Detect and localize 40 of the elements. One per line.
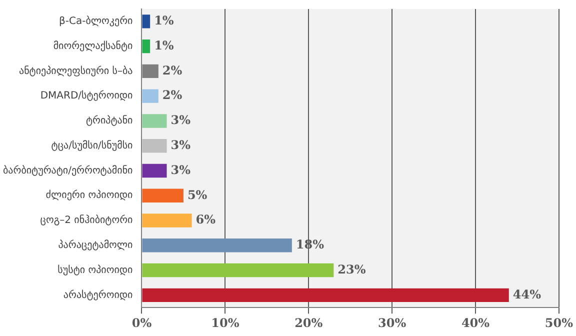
y-tick-label: DMARD/სტეროიდი bbox=[40, 90, 133, 102]
data-label: 2% bbox=[162, 63, 183, 78]
y-tick-label: ანტიეპილეფსიური ს–ბა bbox=[18, 64, 133, 77]
bar bbox=[142, 214, 192, 228]
x-tick-label: 30% bbox=[378, 316, 407, 330]
x-tick-label: 40% bbox=[461, 316, 490, 330]
x-tick-label: 20% bbox=[294, 316, 324, 330]
bar bbox=[142, 39, 150, 54]
y-tick-label: ბარბიტურატი/ერროტამინი bbox=[2, 164, 133, 176]
data-label: 3% bbox=[170, 162, 192, 177]
data-label: 1% bbox=[154, 38, 174, 52]
bar bbox=[142, 164, 167, 178]
bar bbox=[142, 14, 150, 28]
y-tick-label: პარაცეტამოლი bbox=[58, 238, 133, 251]
x-tick-label: 0% bbox=[132, 316, 152, 330]
data-label: 6% bbox=[196, 212, 216, 227]
y-tick-label: ძლიერი ოპიოიდი bbox=[46, 189, 133, 202]
y-tick-label: β-Ca-ბლოკერი bbox=[59, 15, 133, 28]
y-tick-label: სუსტი ოპიოიდი bbox=[58, 264, 133, 276]
data-label: 23% bbox=[338, 262, 366, 276]
y-tick-label: ცოგ–2 ინჰიბიტორი bbox=[40, 214, 133, 226]
bar bbox=[142, 238, 292, 252]
bar bbox=[142, 114, 167, 128]
bar bbox=[142, 89, 158, 103]
bar bbox=[142, 263, 334, 278]
bar bbox=[142, 288, 509, 302]
x-tick-label: 50% bbox=[544, 316, 574, 330]
data-label: 5% bbox=[187, 188, 208, 202]
bar bbox=[142, 139, 167, 153]
y-tick-label: არასტეროიდი bbox=[63, 288, 133, 301]
y-tick-label: ტცა/სუმსი/სნუმსი bbox=[51, 139, 133, 152]
data-label: 1% bbox=[154, 14, 174, 28]
y-tick-label: მიორელაქსანტი bbox=[53, 40, 133, 52]
data-label: 44% bbox=[512, 287, 542, 302]
data-label: 3% bbox=[170, 113, 192, 128]
data-label: 2% bbox=[162, 88, 183, 102]
y-tick-label: ტრიპტანი bbox=[86, 114, 133, 127]
data-label: 3% bbox=[170, 138, 192, 152]
bar bbox=[142, 188, 184, 202]
x-tick-label: 10% bbox=[211, 316, 240, 330]
